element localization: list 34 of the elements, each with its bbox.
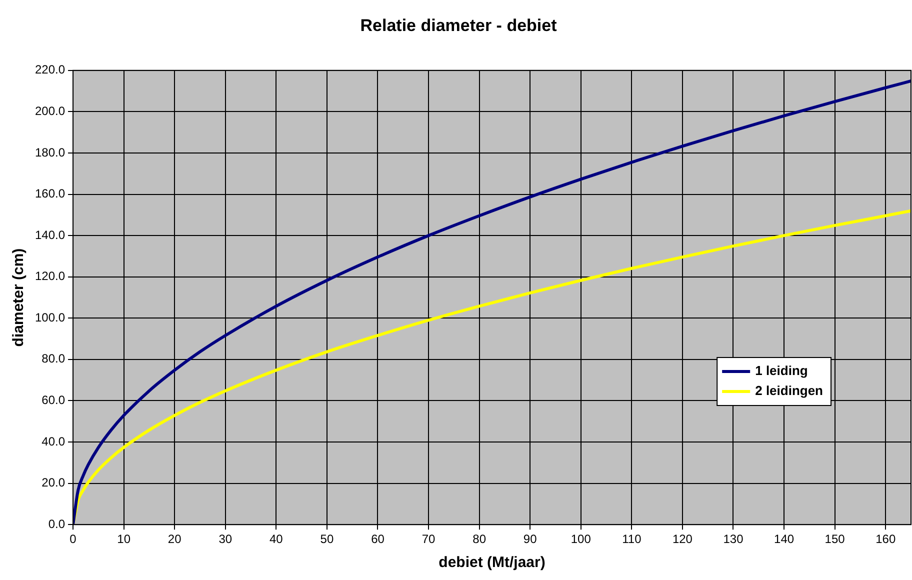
x-tick-label: 50 <box>320 532 334 546</box>
x-tick-label: 10 <box>117 532 131 546</box>
y-tick-label: 160.0 <box>35 186 66 201</box>
y-axis-title: diameter (cm) <box>10 248 28 347</box>
y-tick-label: 20.0 <box>42 476 66 490</box>
x-tick-label: 140 <box>774 532 794 546</box>
x-tick-label: 130 <box>723 532 744 546</box>
y-tick-label: 80.0 <box>42 352 66 366</box>
y-tick-label: 140.0 <box>35 228 66 242</box>
x-tick-label: 110 <box>622 532 642 546</box>
y-tick-label: 40.0 <box>42 434 66 448</box>
legend-label: 1 leiding <box>755 363 808 378</box>
legend-label: 2 leidingen <box>755 383 824 398</box>
y-tick-label: 220.0 <box>35 62 66 77</box>
y-tick-label: 0.0 <box>48 516 66 531</box>
x-tick-label: 150 <box>824 532 846 546</box>
x-tick-label: 20 <box>168 532 182 546</box>
y-tick-label: 60.0 <box>42 393 66 408</box>
x-tick-label: 90 <box>523 532 538 546</box>
y-tick-label: 200.0 <box>35 104 66 118</box>
x-tick-label: 160 <box>876 532 896 546</box>
x-tick-label: 70 <box>422 532 436 546</box>
y-tick-label: 180.0 <box>35 145 66 160</box>
x-tick-label: 30 <box>218 532 232 546</box>
x-tick-label: 120 <box>672 532 693 546</box>
x-axis-title: debiet (Mt/jaar) <box>438 554 546 572</box>
x-tick-label: 100 <box>570 532 592 546</box>
y-tick-label: 120.0 <box>35 269 66 284</box>
chart-title: Relatie diameter - debiet <box>360 16 558 35</box>
y-tick-label: 100.0 <box>35 310 66 324</box>
x-tick-label: 80 <box>472 532 486 546</box>
x-tick-label: 0 <box>70 532 77 546</box>
x-tick-label: 40 <box>269 532 284 546</box>
x-tick-label: 60 <box>371 532 385 546</box>
